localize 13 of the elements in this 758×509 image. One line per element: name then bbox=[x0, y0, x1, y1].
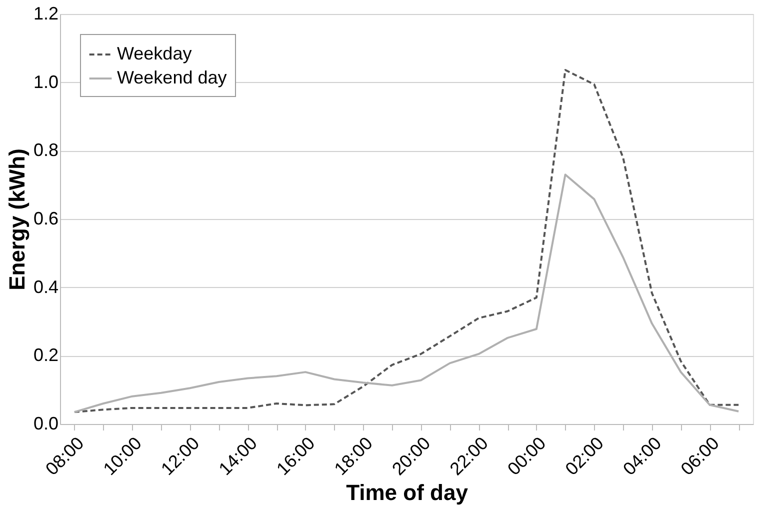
line-series bbox=[73, 69, 740, 414]
y-tick-label: 0.8 bbox=[33, 140, 58, 160]
x-axis-title: Time of day bbox=[346, 480, 469, 506]
y-tick-label: 1.2 bbox=[33, 4, 58, 24]
y-tick-label: 1.0 bbox=[33, 72, 58, 92]
legend-label: Weekday bbox=[117, 44, 192, 64]
line-series bbox=[73, 174, 740, 414]
y-tick-label: 0.2 bbox=[33, 345, 58, 366]
legend-label: Weekend day bbox=[117, 68, 227, 88]
y-tick-label: 0.6 bbox=[33, 208, 58, 228]
y-axis-title: Energy (kWh) bbox=[4, 148, 30, 290]
y-tick-label: 0.0 bbox=[33, 414, 58, 434]
y-tick-label: 0.4 bbox=[33, 276, 58, 297]
